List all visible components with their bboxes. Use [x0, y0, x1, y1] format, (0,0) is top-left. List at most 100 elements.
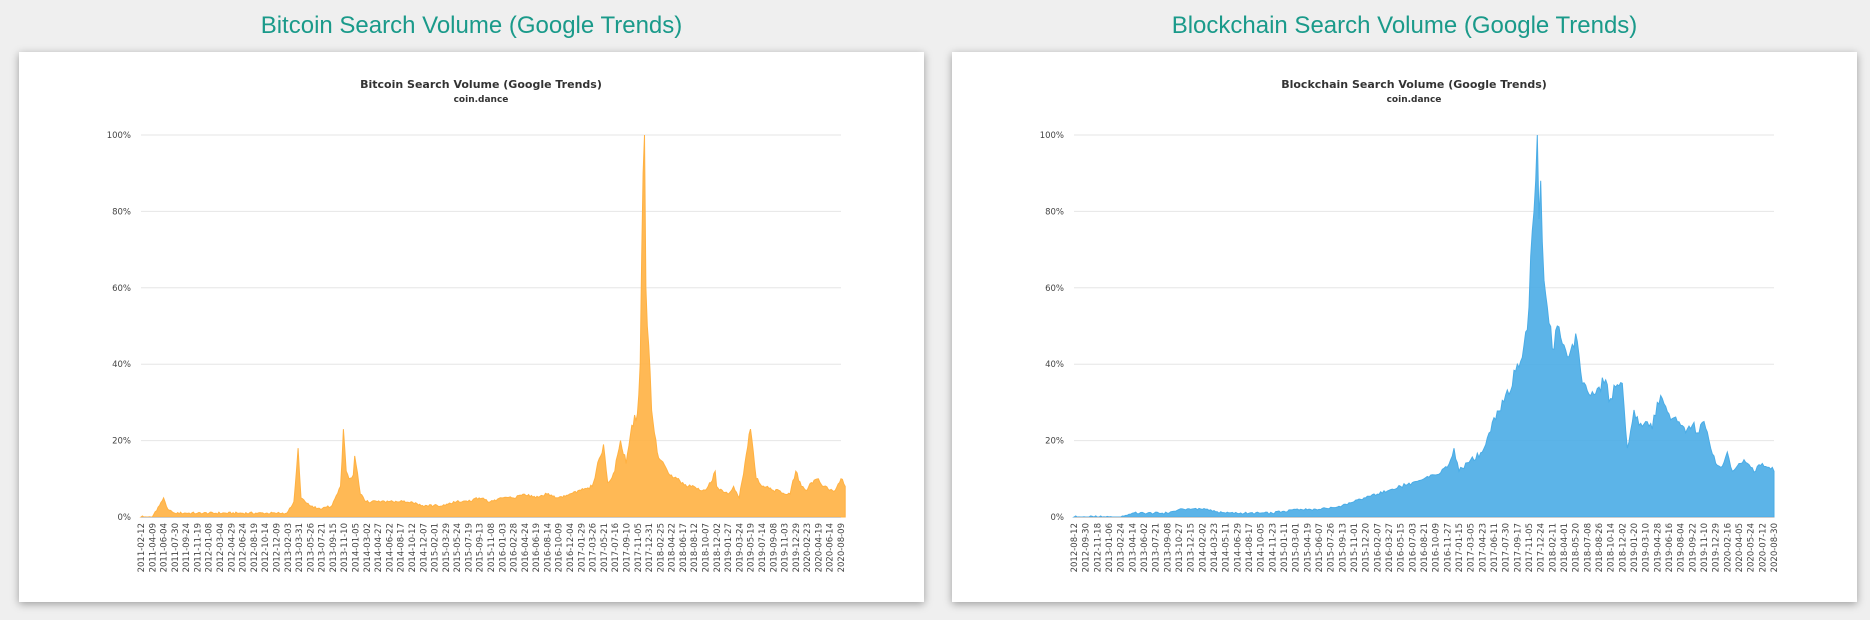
x-tick-label: 2014-03-23: [1210, 523, 1220, 572]
x-tick-label: 2019-03-10: [1642, 523, 1652, 572]
x-tick-label: 2017-04-23: [1478, 523, 1488, 572]
x-tick-label: 2015-09-13: [476, 523, 486, 572]
chart-subtitle: coin.dance: [454, 95, 509, 105]
x-tick-label: 2012-11-18: [1093, 523, 1103, 572]
panel-heading: Bitcoin Search Volume (Google Trends): [260, 12, 683, 39]
x-tick-label: 2012-08-12: [1070, 523, 1080, 572]
y-tick-label: 20%: [1045, 437, 1064, 447]
x-tick-label: 2014-08-17: [397, 523, 407, 572]
x-tick-label: 2018-08-12: [690, 523, 700, 572]
blockchain-panel: Blockchain Search Volume (Google Trends)…: [952, 0, 1857, 605]
y-tick-label: 80%: [112, 207, 131, 217]
x-tick-label: 2017-12-24: [1537, 523, 1547, 572]
x-tick-label: 2017-09-17: [1513, 523, 1523, 572]
x-tick-label: 2012-10-14: [261, 523, 271, 572]
x-tick-label: 2015-03-29: [442, 523, 452, 572]
x-tick-label: 2016-05-15: [1397, 523, 1407, 572]
x-tick-label: 2017-03-05: [1467, 523, 1477, 572]
x-tick-label: 2018-05-20: [1572, 523, 1582, 572]
x-tick-label: 2011-07-30: [171, 523, 181, 572]
series-area: [139, 134, 846, 518]
x-tick-label: 2019-06-16: [1665, 523, 1675, 572]
x-tick-label: 2019-11-03: [781, 523, 791, 572]
x-tick-label: 2015-06-07: [1315, 523, 1325, 572]
x-tick-label: 2013-07-21: [1152, 523, 1162, 572]
x-tick-label: 2012-04-29: [227, 523, 237, 572]
x-tick-label: 2019-12-29: [792, 523, 802, 572]
x-tick-label: 2016-02-28: [510, 523, 520, 572]
x-tick-label: 2017-06-11: [1490, 523, 1500, 572]
x-tick-label: 2017-07-30: [1502, 523, 1512, 572]
x-tick-label: 2013-06-02: [1140, 523, 1150, 572]
x-tick-label: 2013-01-06: [1105, 523, 1115, 572]
x-tick-label: 2015-04-19: [1303, 523, 1313, 572]
x-tick-label: 2013-02-24: [1117, 523, 1127, 572]
x-tick-label: 2018-10-14: [1607, 523, 1617, 572]
x-tick-label: 2013-02-03: [284, 523, 294, 572]
x-tick-label: 2020-08-09: [837, 523, 847, 572]
x-tick-label: 2016-06-19: [532, 523, 542, 572]
x-tick-label: 2013-04-14: [1128, 523, 1138, 572]
x-tick-label: 2016-12-04: [566, 523, 576, 572]
x-tick-label: 2019-08-04: [1677, 523, 1687, 572]
x-tick-label: 2014-02-02: [1198, 523, 1208, 572]
chart-card: Bitcoin Search Volume (Google Trends) coi…: [19, 52, 924, 602]
x-tick-label: 2016-11-27: [1443, 523, 1453, 572]
x-tick-label: 2017-05-21: [600, 523, 610, 572]
x-tick-label: 2019-04-28: [1653, 523, 1663, 572]
x-tick-label: 2019-07-14: [758, 523, 768, 572]
x-tick-label: 2016-10-09: [1432, 523, 1442, 572]
x-tick-label: 2018-08-26: [1595, 523, 1605, 572]
x-tick-label: 2018-04-01: [1560, 523, 1570, 572]
y-tick-label: 0%: [118, 513, 132, 523]
x-tick-label: 2018-04-22: [668, 523, 678, 572]
y-tick-label: 40%: [1045, 360, 1064, 370]
x-tick-label: 2017-11-05: [634, 523, 644, 572]
y-tick-label: 100%: [1040, 131, 1064, 141]
chart-subtitle: coin.dance: [1387, 95, 1442, 105]
x-tick-label: 2020-05-24: [1747, 523, 1757, 572]
x-tick-label: 2014-06-22: [385, 523, 395, 572]
x-tick-label: 2011-04-09: [148, 523, 158, 572]
y-tick-label: 60%: [1045, 284, 1064, 294]
x-tick-label: 2019-09-22: [1688, 523, 1698, 572]
x-tick-label: 2014-08-17: [1245, 523, 1255, 572]
x-tick-label: 2019-01-20: [1630, 523, 1640, 572]
x-tick-label: 2018-07-08: [1583, 523, 1593, 572]
x-tick-label: 2018-02-25: [656, 523, 666, 572]
x-tick-label: 2020-06-14: [826, 523, 836, 572]
x-tick-label: 2017-09-10: [622, 523, 632, 572]
x-tick-label: 2015-11-01: [1350, 523, 1360, 572]
x-tick-label: 2015-01-11: [1280, 523, 1290, 572]
x-tick-label: 2011-09-24: [182, 523, 192, 572]
x-tick-label: 2018-06-17: [679, 523, 689, 572]
x-tick-label: 2020-07-12: [1758, 523, 1768, 572]
x-tick-label: 2011-11-19: [193, 523, 203, 572]
x-tick-label: 2018-12-02: [713, 523, 723, 572]
x-tick-label: 2016-10-09: [555, 523, 565, 572]
x-tick-label: 2020-08-30: [1770, 523, 1780, 572]
x-tick-label: 2012-03-04: [216, 523, 226, 572]
x-tick-label: 2011-06-04: [160, 523, 170, 572]
x-tick-label: 2018-10-07: [702, 523, 712, 572]
bitcoin-panel: Bitcoin Search Volume (Google Trends) Bi…: [19, 0, 924, 605]
chart-card: Blockchain Search Volume (Google Trends)…: [952, 52, 1857, 602]
x-tick-label: 2020-02-23: [803, 523, 813, 572]
x-tick-label: 2015-03-01: [1292, 523, 1302, 572]
x-tick-label: 2012-01-08: [205, 523, 215, 572]
x-tick-label: 2017-01-29: [577, 523, 587, 572]
x-tick-label: 2016-04-24: [521, 523, 531, 572]
chart-title: Bitcoin Search Volume (Google Trends): [360, 78, 602, 91]
x-tick-label: 2014-10-05: [1257, 523, 1267, 572]
y-tick-label: 20%: [112, 437, 131, 447]
x-tick-label: 2011-02-12: [137, 523, 147, 572]
x-tick-label: 2016-01-03: [498, 523, 508, 572]
x-tick-label: 2014-05-11: [1222, 523, 1232, 572]
x-tick-label: 2017-03-26: [589, 523, 599, 572]
x-tick-label: 2015-05-24: [453, 523, 463, 572]
x-tick-label: 2015-07-19: [464, 523, 474, 572]
x-tick-label: 2014-10-12: [408, 523, 418, 572]
x-tick-label: 2015-12-20: [1362, 523, 1372, 572]
x-tick-label: 2013-09-15: [329, 523, 339, 572]
chart-title: Blockchain Search Volume (Google Trends): [1281, 78, 1547, 91]
